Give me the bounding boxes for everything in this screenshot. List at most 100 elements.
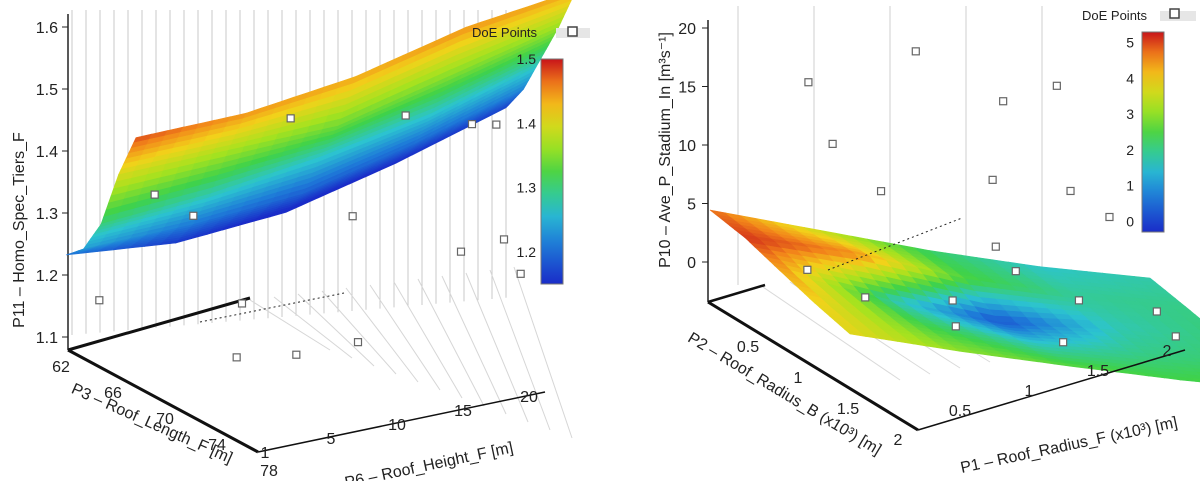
doe-point [1059,338,1068,347]
z-tick-label: 20 [678,21,696,38]
z-tick-label: 1.4 [36,144,58,161]
floor-gridline [273,296,353,359]
back-axis-line [67,296,251,352]
colorbar-tick-label: 5 [1126,35,1134,51]
back-axis-line [707,283,766,304]
doe-point [1105,212,1114,222]
z-tick-label: 1.3 [36,206,58,223]
doe-point [911,47,920,56]
doe-point [1171,332,1180,341]
doe-point [401,111,410,120]
floor-gridline [321,290,397,375]
y-tick-label: 0.5 [949,403,971,420]
chart-left-svg: 1.1 1.2 1.3 1.4 1.5 1.6 P11 – Homo_Spec_Tiers_… [11,0,590,486]
surface-patch [1190,367,1200,373]
surface-patch [1133,275,1156,283]
y-tick-label: 2 [1163,343,1172,360]
doe-point [492,120,501,129]
z-tick-label: 1.5 [36,82,58,99]
surface-patch [1191,346,1200,352]
y-tick-label: 15 [454,403,472,420]
doe-point [1152,307,1161,316]
doe-point [828,139,837,148]
floor-gridline [297,293,375,367]
x-tick-label: 1 [794,370,803,387]
x-tick-label: 74 [208,437,226,454]
doe-point [999,97,1008,106]
y-axis-title: P6 – Roof_Height_F [m] [343,439,514,481]
z-axis-title: P11 – Homo_Spec_Tiers_F [11,132,28,328]
y-tick-label: 1.5 [1087,363,1109,380]
floor-gridline [369,284,441,391]
legend-label: DoE Points [472,25,538,40]
z-axis-title: P10 – Ave_P_Stadium_In [m³s⁻¹] [657,32,674,268]
floor-gridline [759,284,901,381]
doe-point [292,350,301,359]
floor-gridline [489,269,551,431]
z-tick-label: 1.2 [36,268,58,285]
surface-patch [490,104,509,116]
z-tick-label: 0 [687,255,696,272]
colorbar [540,58,564,285]
doe-point [516,269,525,278]
colorbar-tick-label: 0 [1126,213,1134,229]
x-tick-label: 78 [260,463,278,480]
colorbar-tick-label: 1.5 [517,51,537,67]
doe-point [456,247,466,256]
surface-patch [1192,336,1200,341]
z-tick-label: 5 [687,197,696,214]
surface-patch [1191,357,1200,363]
doe-point [286,114,295,123]
doe-point [1052,81,1061,90]
z-tick-label: 15 [678,80,696,97]
doe-point [1066,186,1075,196]
x-tick-label: 2 [894,432,903,449]
y-tick-label: 1 [1025,383,1034,400]
y-tick-label: 10 [388,417,406,434]
colorbar-tick-label: 2 [1126,142,1134,158]
colorbar-tick-label: 4 [1126,70,1134,86]
doe-point [150,190,159,199]
doe-point [499,235,509,244]
z-tick-label: 10 [678,138,696,155]
x-tick-label: 62 [52,359,70,376]
z-tick-label: 1.1 [36,330,58,347]
y-tick-label: 1 [261,445,270,462]
doe-point [804,78,813,87]
surface-inner-dotted-line [827,217,963,271]
doe-point [189,211,198,220]
y-axis-line [257,391,546,453]
doe-point [861,293,870,302]
floor-gridline [513,266,573,439]
y-tick-label: 20 [520,389,538,406]
x-tick-label: 1.5 [837,401,859,418]
surface-patch [1193,325,1200,330]
doe-point [1074,296,1084,305]
surface-patch [1189,377,1200,383]
floor-gridline [393,281,463,399]
floor-gridline [249,299,331,351]
x-tick-label: 70 [156,411,174,428]
surface-patch [1196,361,1200,365]
colorbar-tick-label: 1.4 [517,115,537,131]
floor-gridline [441,275,507,415]
surface-left [65,0,572,256]
doe-point [988,175,997,184]
doe-point [467,120,477,129]
chart-right: 0 5 10 15 20 P10 – Ave_P_Stadium_In [m³s⁻¹] 0.… [600,0,1200,481]
colorbar [1141,31,1165,233]
doe-point [353,338,363,347]
colorbar-tick-label: 1.3 [517,180,537,196]
doe-point [948,296,957,305]
x-tick-label: 66 [104,385,122,402]
colorbar-tick-label: 1 [1126,178,1134,194]
doe-point [876,187,886,196]
doe-point [803,265,812,274]
doe-point [1011,267,1020,276]
chart-left: 1.1 1.2 1.3 1.4 1.5 1.6 P11 – Homo_Spec_Tiers_… [0,0,600,486]
doe-point [951,322,960,331]
floor-gridline [417,278,485,407]
legend-marker [1169,8,1180,19]
doe-point [348,212,357,221]
